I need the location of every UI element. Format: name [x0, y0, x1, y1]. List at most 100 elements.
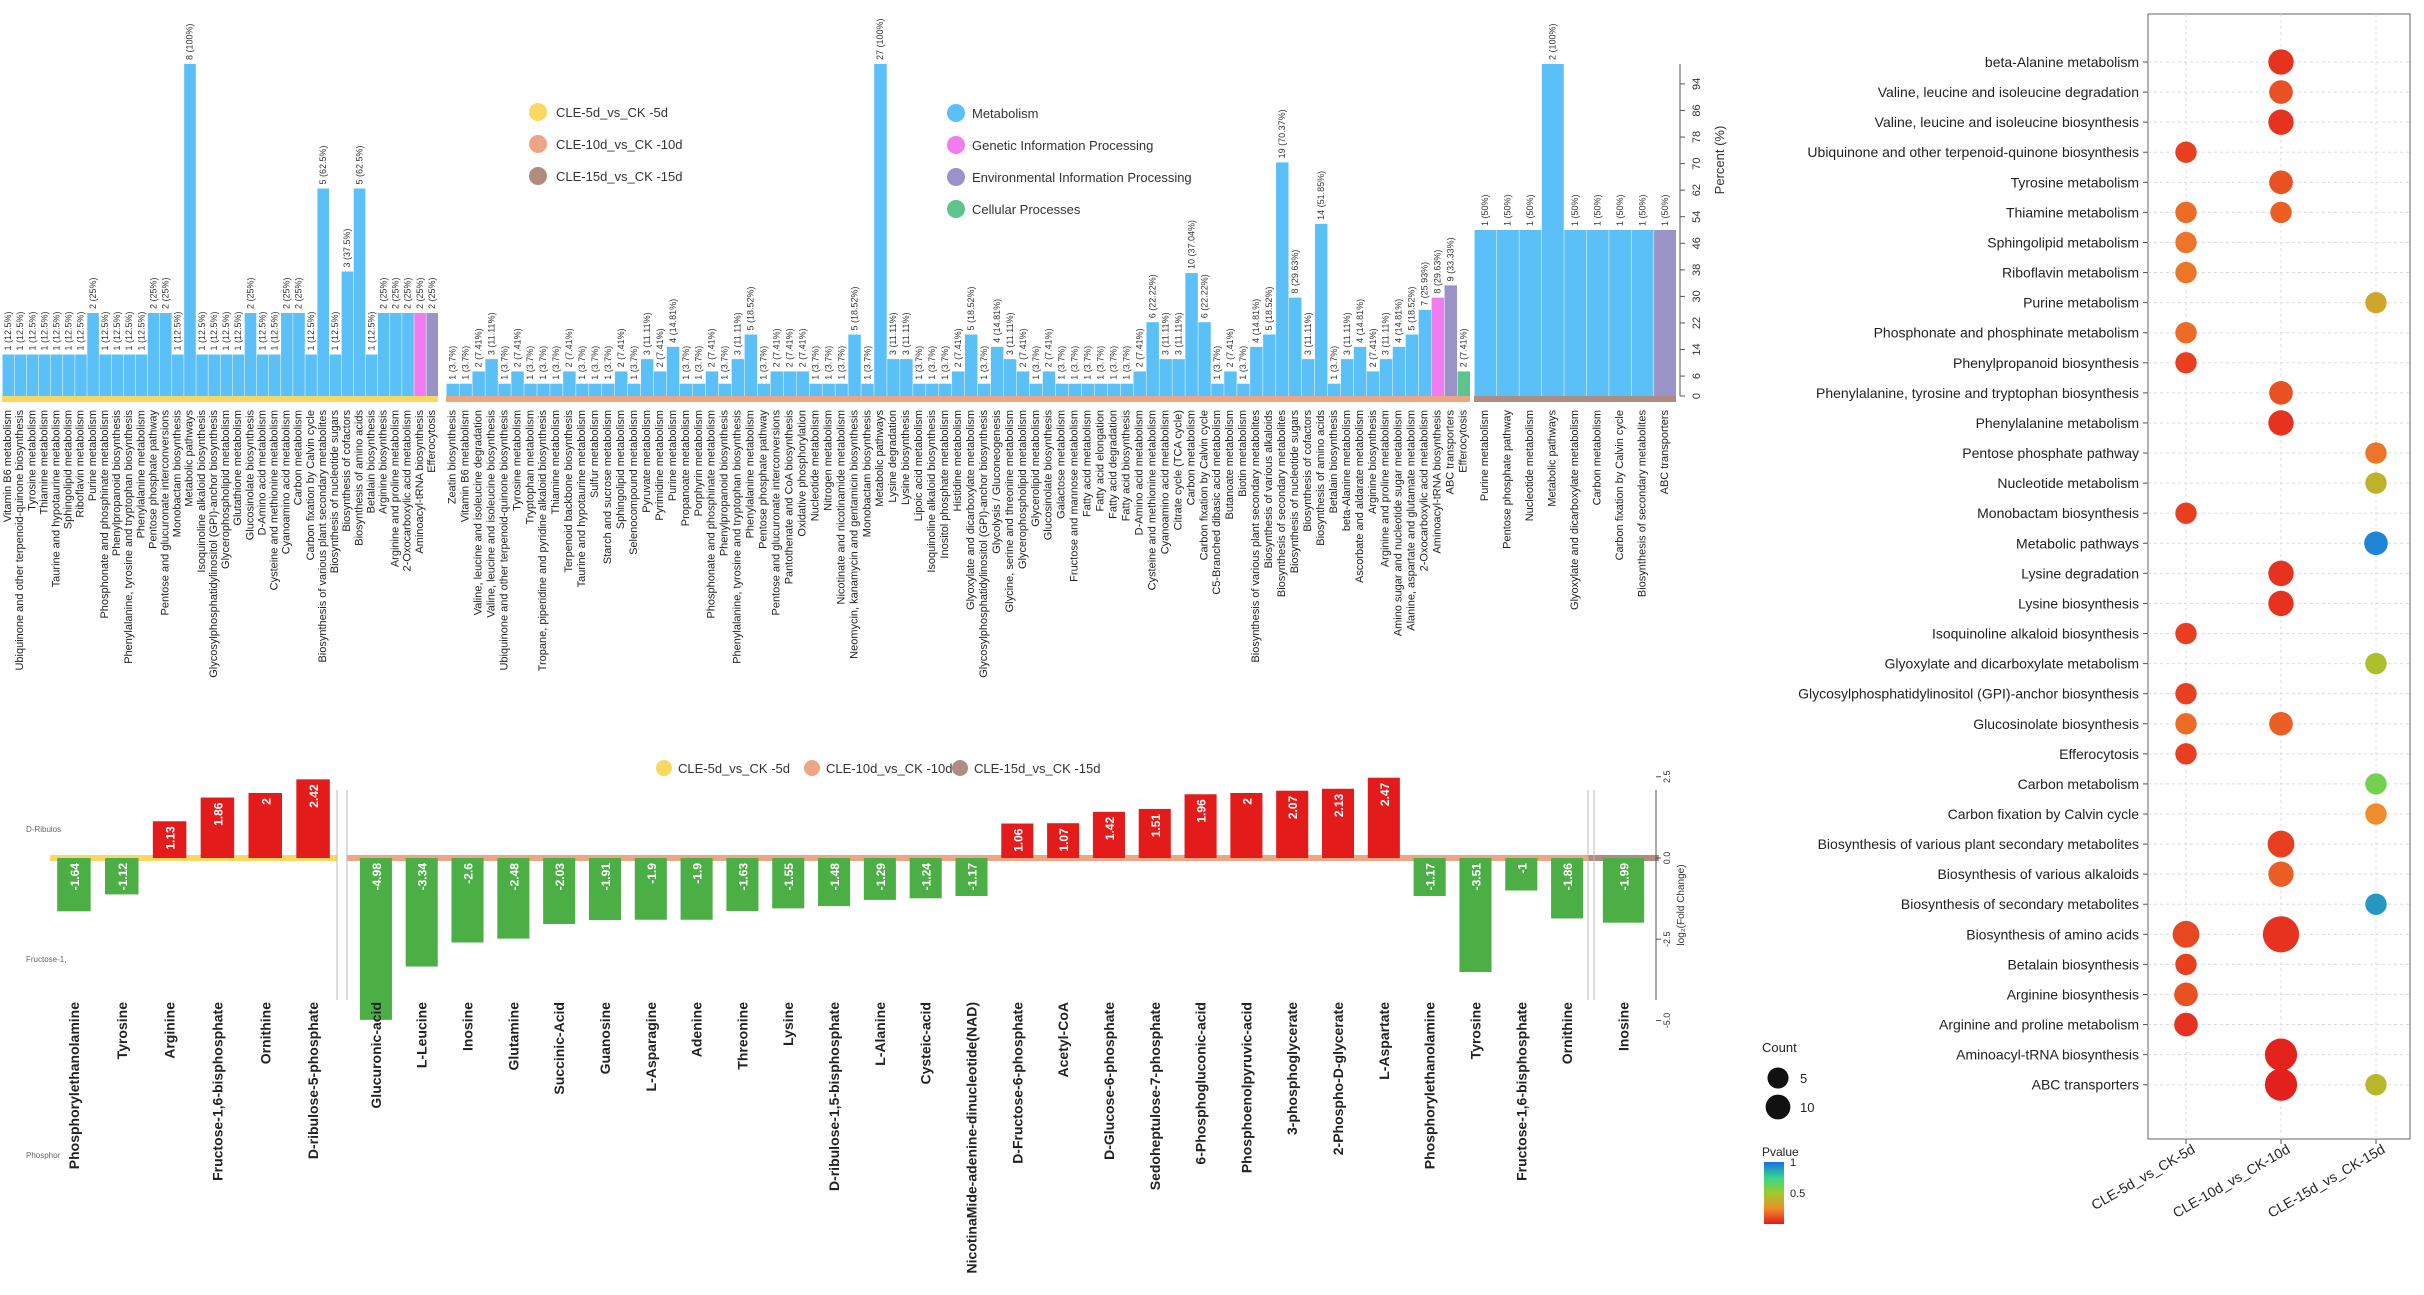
- kegg-bar-label: 2 (7.41%): [473, 328, 483, 367]
- pathway-label: Phenylalanine metabolism: [1976, 415, 2139, 431]
- metabolite-label: D-Fructose-6-phosphate: [1009, 1002, 1025, 1164]
- kegg-bar: [293, 313, 305, 396]
- kegg-category-label: Carbon metabolism: [293, 410, 305, 505]
- kegg-bar: [75, 354, 87, 396]
- fold-change-bar: [248, 793, 282, 858]
- kegg-bar: [26, 354, 39, 396]
- fold-change-bar: [1138, 808, 1171, 858]
- kegg-bar-label: 1 (3.7%): [603, 346, 613, 380]
- kegg-category-label: ABC transporters: [1659, 410, 1671, 495]
- kegg-bar-label: 2 (7.41%): [784, 328, 794, 367]
- kegg-category-label: Zeatin biosynthesis: [446, 410, 458, 505]
- pathway-label: Lysine biosynthesis: [2018, 595, 2139, 611]
- kegg-bar: [1327, 383, 1341, 396]
- metabolite-label: L-Alanine: [872, 1002, 888, 1066]
- fold-change-bar: [105, 858, 139, 895]
- kegg-bar-label: 1 (3.7%): [577, 346, 587, 380]
- legend-swatch: [947, 168, 965, 186]
- kegg-bar: [317, 188, 329, 396]
- kegg-bar-label: 1 (50%): [1660, 194, 1670, 226]
- pathway-label: Arginine biosynthesis: [2007, 986, 2139, 1002]
- fold-change-bar: [1092, 811, 1125, 858]
- kegg-bar-label: 3 (11.11%): [1381, 312, 1391, 355]
- kegg-category-label: Biosynthesis of nucleotide sugars: [329, 410, 341, 574]
- fold-change-bar: [359, 858, 392, 1020]
- pathway-label: Riboflavin metabolism: [2002, 265, 2139, 281]
- kegg-bar-label: 1 (3.7%): [1329, 346, 1339, 380]
- truncated-label: Phosphor: [26, 1151, 61, 1160]
- kegg-bar-label: 3 (11.11%): [1342, 312, 1352, 355]
- kegg-category-label: Fatty acid metabolism: [1082, 410, 1094, 517]
- axis-tick-label: 62: [1691, 184, 1703, 196]
- kegg-bar-label: 1 (12.5%): [100, 311, 110, 350]
- kegg-category-label: Biosynthesis of secondary metabolites: [1636, 410, 1648, 598]
- pathway-label: Biosynthesis of secondary metabolites: [1901, 896, 2139, 912]
- kegg-category-label: Phenylalanine metabolism: [745, 410, 757, 538]
- kegg-bar: [1444, 285, 1458, 396]
- kegg-category-label: Pantothenate and CoA biosynthesis: [783, 410, 795, 585]
- kegg-category-label: Glycolysis / Gluconeogenesis: [991, 410, 1003, 554]
- kegg-bar-label: 1 (12.5%): [64, 311, 74, 350]
- metabolite-label: Adenine: [689, 1002, 705, 1057]
- kegg-category-label: Biosynthesis of various plant secondary …: [1250, 410, 1262, 663]
- kegg-bar: [159, 313, 172, 396]
- fold-change-bar: [57, 858, 91, 912]
- kegg-category-label: Phenylalanine, tyrosine and tryptophan b…: [732, 410, 744, 664]
- fold-change-value: -2.03: [553, 863, 567, 891]
- kegg-bar-label: 1 (12.5%): [306, 311, 316, 350]
- kegg-category-label: Oxidative phosphorylation: [796, 410, 808, 537]
- fold-change-value: -1.64: [68, 863, 82, 891]
- kegg-category-label: Glucosinolate biosynthesis: [244, 410, 256, 541]
- kegg-category-label: Carbon fixation by Calvin cycle: [1614, 410, 1626, 560]
- kegg-bar-label: 1 (3.7%): [538, 346, 548, 380]
- kegg-category-label: Biosynthesis of nucleotide sugars: [1289, 410, 1301, 574]
- legend-label: CLE-15d_vs_CK -15d: [556, 169, 682, 184]
- kegg-category-label: Tropane, piperidine and pyridine alkaloi…: [537, 410, 549, 672]
- axis-tick-label: 30: [1691, 290, 1703, 302]
- kegg-bar-label: 2 (7.41%): [772, 328, 782, 367]
- fold-change-bar: [863, 858, 896, 900]
- kegg-bar: [281, 313, 293, 396]
- kegg-category-label: Pentose phosphate pathway: [147, 410, 159, 549]
- fold-change-chart: -1.64 Phosphorylethanolamine -1.12 Tyrosine…: [50, 777, 1659, 1273]
- enrichment-bubble: [2264, 1038, 2298, 1071]
- kegg-bar-label: 2 (25%): [379, 277, 389, 309]
- kegg-category-label: Phenylalanine metabolism: [135, 410, 147, 538]
- kegg-bar: [1003, 359, 1017, 396]
- fold-change-value: -3.34: [416, 863, 430, 891]
- kegg-category-label: Carbon metabolism: [1591, 410, 1603, 505]
- kegg-bar-label: 8 (29.63%): [1433, 250, 1443, 294]
- fold-change-bar: [1321, 788, 1355, 858]
- metabolite-label: Succinic-Acid: [551, 1002, 567, 1095]
- enrichment-bubble: [2269, 711, 2293, 736]
- pathway-label: Isoquinoline alkaloid biosynthesis: [1932, 626, 2139, 642]
- kegg-bar-label: 2 (7.41%): [1044, 328, 1054, 367]
- kegg-bar-label: 1 (3.7%): [460, 346, 470, 380]
- metabolite-label: Lysine: [780, 1002, 796, 1046]
- enrichment-bubble: [2364, 531, 2388, 556]
- count-legend-dot: [1767, 1067, 1789, 1089]
- kegg-bar-label: 2 (7.41%): [707, 328, 717, 367]
- enrichment-bubble: [2175, 953, 2197, 976]
- fold-change-bar: [405, 858, 438, 967]
- kegg-category-label: Glycerolipid metabolism: [1030, 410, 1042, 527]
- kegg-bar: [1314, 223, 1328, 396]
- kegg-bar-label: 1 (50%): [1480, 194, 1490, 226]
- kegg-category-label: Lysine biosynthesis: [900, 410, 912, 505]
- kegg-bar-label: 2 (7.41%): [1225, 328, 1235, 367]
- kegg-bar-label: 4 (14.81%): [668, 299, 678, 343]
- kegg-category-label: Valine, leucine and isoleucine biosynthe…: [485, 410, 497, 618]
- enrichment-bubble: [2365, 803, 2387, 825]
- legend-label: Metabolism: [972, 106, 1038, 121]
- kegg-category-label: Glycerophospholipid metabolism: [1017, 410, 1029, 569]
- kegg-bar: [329, 354, 342, 396]
- kegg-category-label: Biotin metabolism: [1237, 410, 1249, 497]
- kegg-bar-label: 1 (3.7%): [1057, 346, 1067, 380]
- kegg-bar-label: 1 (12.5%): [39, 311, 49, 350]
- kegg-bar-label: 1 (3.7%): [914, 346, 924, 380]
- enrichment-bubble: [2270, 201, 2292, 224]
- pathway-label: Phenylalanine, tyrosine and tryptophan b…: [1816, 385, 2139, 401]
- kegg-category-label: Histidine metabolism: [952, 410, 964, 511]
- pathway-label: Efferocytosis: [2059, 746, 2139, 762]
- metabolite-label: L-Asparagine: [643, 1002, 659, 1092]
